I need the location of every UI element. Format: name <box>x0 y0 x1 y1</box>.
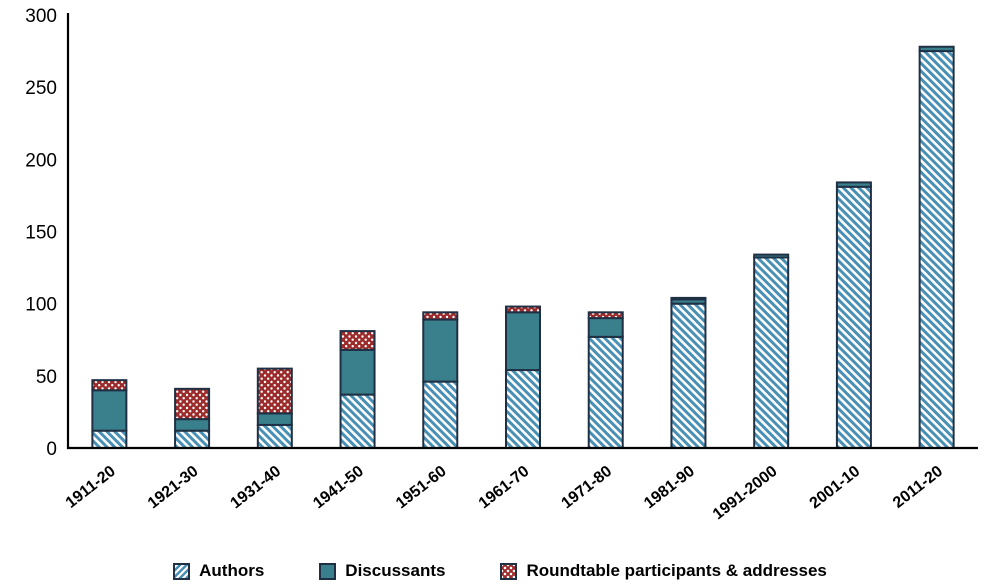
x-axis-tick-label: 1921-30 <box>145 463 202 513</box>
y-axis-tick-label: 0 <box>46 439 57 460</box>
chart-legend: Authors Discussants Roundtable participant… <box>0 561 1000 581</box>
y-axis-tick-label: 50 <box>36 367 57 388</box>
bar-segment-authors-1971-80 <box>587 335 624 450</box>
bar-segment-roundtable-1951-60 <box>422 311 459 321</box>
bar-segment-roundtable-1931-40 <box>256 367 293 415</box>
bar-segment-authors-1951-60 <box>422 380 459 449</box>
bar-segment-discussants-2011-20 <box>918 45 955 53</box>
bar-segment-discussants-1971-80 <box>587 317 624 338</box>
bar-segment-discussants-1961-70 <box>505 311 541 372</box>
bar-segment-authors-1921-30 <box>174 429 211 449</box>
bar-segment-authors-1911-20 <box>91 429 128 449</box>
x-axis-tick-label: 1941-50 <box>310 463 367 513</box>
bar-segment-authors-1981-90 <box>670 302 707 449</box>
bar-segment-discussants-1921-30 <box>174 418 211 432</box>
bar-segment-authors-1991-2000 <box>753 256 790 450</box>
x-axis-tick-label: 2011-20 <box>890 463 946 512</box>
bar-segment-roundtable-1971-80 <box>587 311 624 320</box>
bar-segment-authors-2001-10 <box>835 185 872 450</box>
bar-segment-discussants-1911-20 <box>91 389 128 432</box>
legend-swatch-white-dots <box>500 562 518 580</box>
legend-item-roundtable: Roundtable participants & addresses <box>500 561 827 581</box>
bar-segment-roundtable-1941-50 <box>339 330 376 351</box>
bar-segment-authors-1961-70 <box>505 369 541 449</box>
bar-segment-discussants-1931-40 <box>256 412 293 426</box>
legend-item-authors: Authors <box>173 561 264 581</box>
bar-segment-roundtable-1981-90 <box>670 296 707 301</box>
bar-segment-authors-2011-20 <box>918 50 955 449</box>
x-axis-tick-label: 1961-70 <box>476 463 533 513</box>
bar-segment-roundtable-1911-20 <box>91 379 128 392</box>
legend-item-discussants: Discussants <box>319 561 445 581</box>
legend-label: Discussants <box>345 561 446 580</box>
legend-label: Roundtable participants & addresses <box>526 561 827 580</box>
x-axis-tick-label: 1971-80 <box>558 463 615 513</box>
legend-label: Authors <box>199 561 265 580</box>
y-axis-tick-label: 100 <box>25 295 57 316</box>
bar-segment-discussants-1951-60 <box>422 318 459 383</box>
x-axis-tick-label: 1981-90 <box>641 463 698 513</box>
y-axis-tick-label: 200 <box>25 150 57 171</box>
bar-segment-discussants-1941-50 <box>339 348 376 396</box>
y-axis-tick-label: 150 <box>25 223 57 244</box>
legend-swatch-solid <box>319 562 337 580</box>
x-axis-tick-label: 1951-60 <box>393 463 450 513</box>
bar-segment-authors-1941-50 <box>339 393 376 450</box>
x-axis-tick-label: 1911-20 <box>63 463 119 512</box>
bar-segment-authors-1931-40 <box>256 423 293 450</box>
bar-segment-roundtable-1921-30 <box>174 387 211 421</box>
bar-segment-discussants-1991-2000 <box>753 253 790 259</box>
bar-segment-discussants-2001-10 <box>835 181 872 188</box>
x-axis-tick-label: 1931-40 <box>228 463 285 513</box>
legend-swatch-diagonal-hatch <box>173 562 191 580</box>
x-axis-tick-label: 2001-10 <box>807 463 864 513</box>
bar-segment-roundtable-1961-70 <box>505 305 541 314</box>
x-axis-tick-label: 1991-2000 <box>710 463 781 524</box>
y-axis-tick-label: 250 <box>25 78 57 99</box>
y-axis-tick-label: 300 <box>25 6 57 27</box>
